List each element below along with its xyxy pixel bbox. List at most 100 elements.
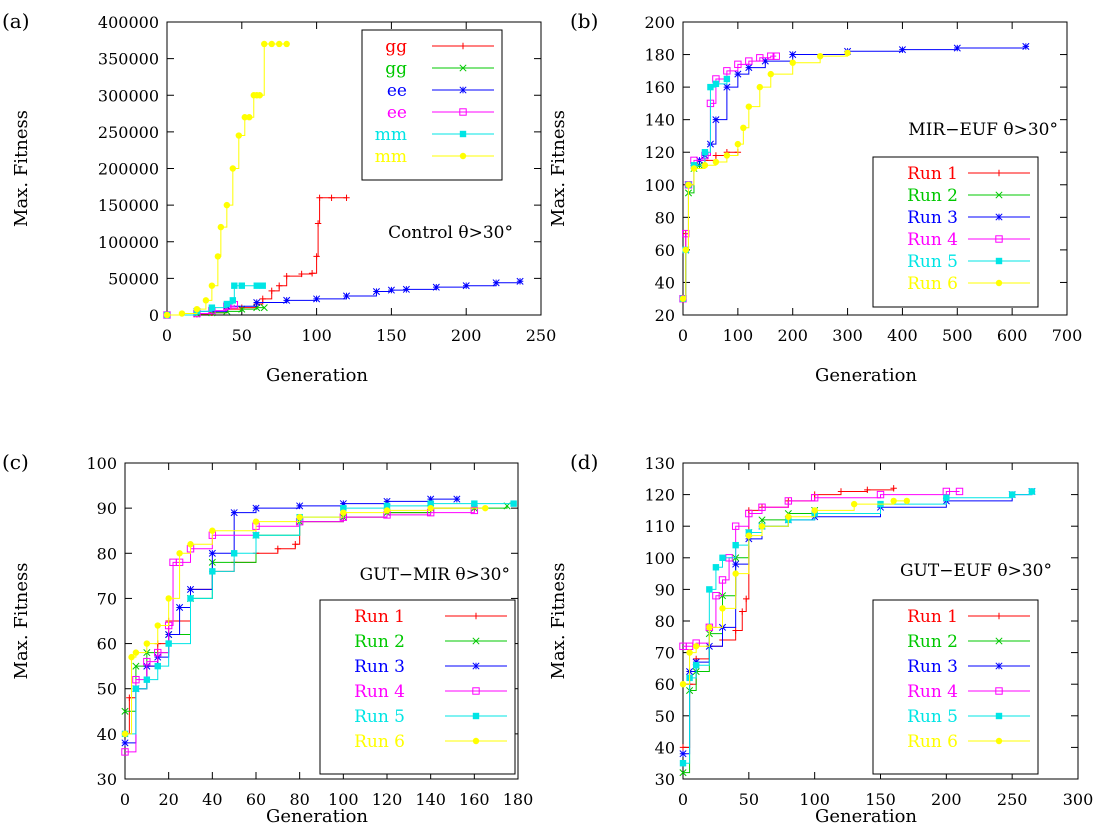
- data-point: [767, 70, 774, 78]
- data-point: [427, 495, 435, 503]
- data-point: [734, 60, 742, 69]
- data-point: [723, 67, 731, 75]
- data-point: [165, 640, 172, 647]
- data-point: [209, 568, 216, 575]
- x-tick-label: 100: [301, 326, 332, 345]
- data-point: [745, 103, 753, 110]
- series-0: [679, 149, 742, 302]
- data-point: [121, 707, 129, 715]
- legend-entry-label: Run 1: [354, 607, 405, 627]
- data-point: [187, 541, 194, 548]
- legend-entry-label: Run 4: [907, 682, 958, 702]
- data-point: [132, 685, 140, 692]
- legend-swatch-marker: [472, 637, 480, 645]
- data-point: [492, 279, 500, 287]
- data-point: [772, 52, 780, 60]
- data-point: [745, 64, 753, 72]
- legend-entry-label: Run 3: [907, 208, 958, 228]
- y-axis-label: Max. Fitness: [11, 110, 32, 227]
- x-tick-label: 300: [832, 326, 863, 345]
- legend-swatch-marker: [995, 191, 1003, 199]
- data-point: [740, 124, 747, 132]
- data-point: [789, 51, 797, 59]
- legend-swatch-marker: [995, 213, 1003, 221]
- data-point: [128, 653, 135, 661]
- data-point: [252, 532, 260, 539]
- data-point: [261, 40, 268, 48]
- data-point: [510, 500, 517, 507]
- y-tick-label: 100: [644, 549, 675, 568]
- data-point: [383, 502, 391, 510]
- data-point: [339, 500, 347, 508]
- data-point: [850, 500, 858, 508]
- x-tick-label: 250: [526, 326, 557, 345]
- data-point: [308, 270, 316, 277]
- data-point: [259, 282, 266, 289]
- data-point: [187, 595, 194, 602]
- y-tick-label: 120: [644, 143, 675, 162]
- data-point: [231, 282, 238, 289]
- x-tick-label: 80: [289, 790, 309, 809]
- data-point: [682, 246, 689, 254]
- data-point: [685, 181, 692, 188]
- data-point: [193, 305, 201, 313]
- legend-swatch-marker: [459, 86, 467, 94]
- chart-annotation: Control θ>30°: [388, 223, 513, 243]
- data-point: [229, 297, 237, 304]
- legend-entry-label: ee: [387, 103, 407, 123]
- data-point: [253, 298, 261, 307]
- data-point: [316, 194, 323, 201]
- legend-swatch-marker: [995, 662, 1003, 670]
- data-point: [402, 285, 410, 293]
- data-point: [246, 114, 253, 121]
- series-line: [683, 488, 895, 748]
- x-tick-label: 600: [997, 326, 1028, 345]
- data-point: [165, 595, 172, 602]
- data-point: [706, 586, 713, 593]
- data-point: [283, 272, 290, 280]
- data-point: [186, 585, 195, 593]
- chart-annotation: MIR−EUF θ>30°: [908, 120, 1058, 140]
- legend-entry-label: Run 1: [907, 164, 958, 184]
- data-point: [176, 603, 184, 612]
- legend-entry-label: Run 6: [907, 732, 958, 752]
- y-axis-label: Max. Fitness: [548, 563, 569, 680]
- x-tick-label: 50: [232, 326, 252, 345]
- data-point: [453, 495, 461, 503]
- legend-entry-label: Run 4: [354, 682, 405, 702]
- legend-swatch-marker: [459, 42, 467, 50]
- data-point: [679, 295, 687, 302]
- data-point: [712, 564, 720, 571]
- data-point: [314, 220, 322, 227]
- data-point: [756, 83, 763, 91]
- chart-panel-2: (c) 0 20 40 60 80 100 120 140 160 180 30 40 50 60 70 80 9…: [2, 450, 533, 827]
- data-point: [143, 657, 151, 666]
- panel-label: (c): [2, 450, 29, 474]
- data-point: [238, 282, 245, 289]
- x-tick-label: 700: [1052, 326, 1083, 345]
- data-point: [745, 532, 753, 539]
- legend-box: [872, 599, 1039, 775]
- x-tick-label: 0: [678, 326, 688, 345]
- data-point: [383, 507, 391, 514]
- data-point: [132, 649, 140, 656]
- data-point: [706, 624, 713, 631]
- data-point: [328, 194, 335, 201]
- data-point: [734, 70, 742, 78]
- y-tick-label: 60: [97, 635, 117, 654]
- y-tick-label: 140: [644, 111, 675, 130]
- data-point: [462, 282, 470, 290]
- data-point: [296, 513, 303, 521]
- legend-swatch-marker: [995, 169, 1003, 177]
- y-tick-label: 300000: [98, 86, 159, 105]
- y-tick-label: 120: [644, 486, 675, 505]
- y-tick-label: 250000: [98, 123, 159, 142]
- data-point: [202, 297, 210, 304]
- x-axis-label: Generation: [815, 365, 917, 386]
- data-point: [690, 165, 698, 172]
- plot-frame: [682, 21, 1068, 316]
- data-point: [209, 527, 216, 534]
- x-tick-label: 100: [328, 790, 359, 809]
